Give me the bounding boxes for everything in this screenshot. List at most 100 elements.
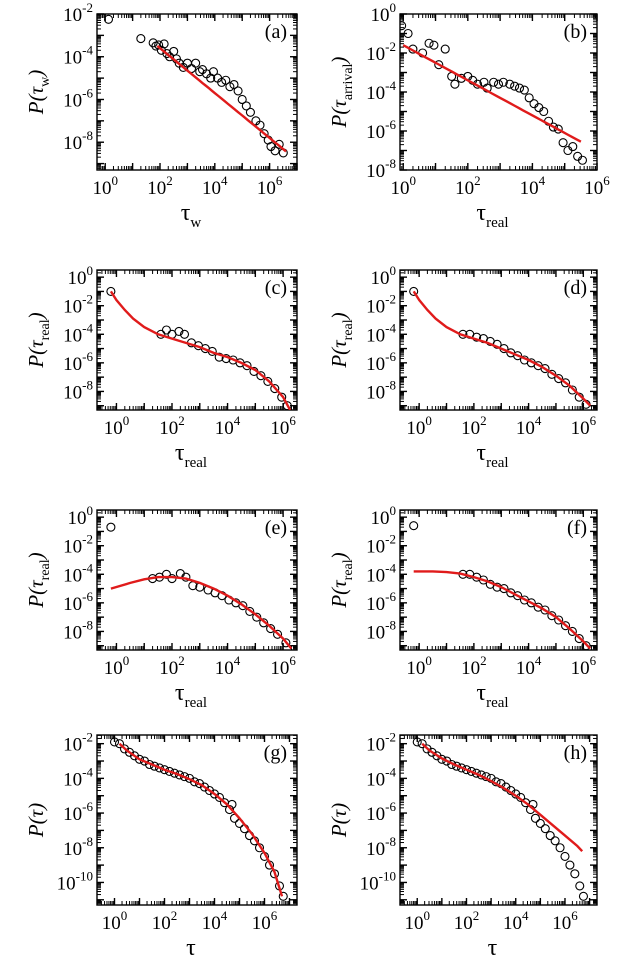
data-point [461,765,472,775]
data-point [519,85,529,95]
x-tick-label: 100 [406,653,432,679]
data-point [156,45,166,55]
fit-curve [402,44,582,143]
data-point [245,606,255,616]
data-point [489,77,499,87]
data-point [103,14,114,24]
y-tick-label: 10-6 [63,799,93,825]
data-point [233,86,243,96]
data-point [568,142,578,152]
data-point [548,122,558,132]
y-tick-label: 10-2 [366,532,396,558]
y-tick-label: 10-2 [366,292,396,318]
y-tick-label: 10-2 [63,730,93,756]
data-point [581,641,591,650]
data-point [540,605,550,615]
data-point [252,612,262,622]
y-tick-label: 10-8 [366,377,396,403]
fit-curve [413,570,592,650]
x-tick-label: 102 [147,173,173,199]
data-point [159,39,169,49]
data-point [148,38,158,48]
data-point [513,591,523,601]
x-axis-label: τreal [476,440,508,471]
data-point [106,286,116,296]
data-point [214,792,225,802]
data-point [514,83,525,93]
x-tick-label: 100 [404,908,430,934]
data-point [164,766,175,776]
data-point [574,634,584,644]
data-point [174,326,184,336]
data-point [281,638,291,648]
y-tick-label: 10-6 [366,117,396,143]
x-tick-label: 102 [454,908,480,934]
data-point [575,881,585,891]
data-point [266,624,276,634]
panel-g: 100 102 104 106 10-2 10-4 10-6 10-8 10-10 (g) τ P(τ… [24,730,298,958]
data-point [229,79,239,90]
data-point [560,378,571,388]
data-point [412,737,422,747]
y-tick-label: 10-2 [63,0,93,26]
y-tick-label: 100 [371,0,397,26]
data-point [400,21,407,31]
y-tick-label: 10-10 [57,868,93,894]
data-point [241,101,251,111]
fit-curve [110,575,293,650]
x-tick-label: 104 [516,413,542,439]
data-points [109,737,288,901]
y-tick-label: 10-8 [63,128,93,154]
data-point [114,739,125,749]
y-tick-label: 10-4 [63,560,93,586]
y-tick-label: 10-4 [63,764,93,790]
data-points [106,522,291,648]
y-tick-label: 10-4 [63,43,93,69]
panel-label: (e) [265,517,287,539]
data-point [524,93,534,103]
data-point [558,138,568,148]
x-axis-label: τreal [476,680,508,711]
fit-curve [412,290,592,407]
x-tick-label: 106 [252,908,278,934]
x-tick-label: 100 [92,173,118,199]
data-point [179,329,190,339]
data-point [242,361,252,371]
data-point [154,40,164,50]
x-tick-label: 104 [215,413,241,439]
x-tick-label: 106 [552,908,578,934]
x-tick-label: 100 [104,413,130,439]
fit-curve [421,742,584,853]
panel-label: (h) [564,742,587,764]
data-point [554,615,564,625]
y-tick-label: 10-4 [366,320,396,346]
x-tick-label: 104 [215,653,241,679]
data-point [545,831,555,841]
data-point [560,621,571,631]
data-point [274,139,284,149]
data-point [259,129,269,139]
data-point [578,891,589,901]
y-tick-label: 10-4 [63,320,93,346]
data-point [159,765,170,775]
data-point [450,79,460,89]
data-point [195,67,205,77]
data-point [553,124,563,134]
x-axis-label: τreal [476,200,508,231]
data-points [400,21,588,165]
y-tick-label: 100 [371,263,397,289]
data-point [409,286,419,296]
data-point [136,34,146,44]
data-point [434,60,444,70]
y-tick-label: 10-2 [366,730,396,756]
x-tick-label: 102 [152,908,178,934]
data-point [221,75,231,85]
y-tick-label: 10-8 [366,834,396,860]
data-point [577,155,588,165]
data-point [535,818,545,829]
y-tick-label: 100 [68,263,94,289]
y-tick-label: 10-6 [366,589,396,615]
y-tick-label: 10-8 [63,617,93,643]
data-points [103,14,288,158]
x-tick-label: 100 [406,413,432,439]
